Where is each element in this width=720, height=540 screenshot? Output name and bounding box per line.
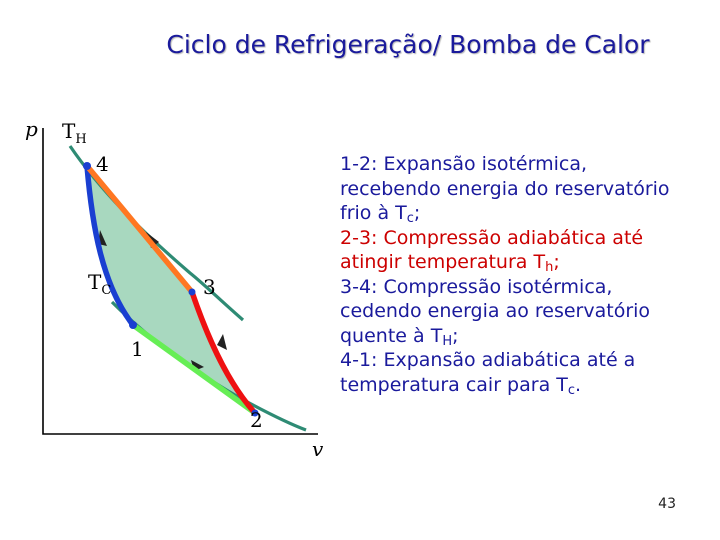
process-path-3-to-4 [84,163,195,295]
process-step-4-1: 4-1: Expansão adiabática até a temperatu… [340,349,636,398]
state-label-2: 2 [250,408,263,432]
state-label-3: 3 [203,275,216,299]
cold-isotherm-label: TC [88,270,111,298]
state-point-4 [83,162,91,170]
process-path-2-to-3 [189,289,258,416]
process-description: 1-2: Expansão isotérmica, recebendo ener… [340,152,712,397]
arrow-4-to-3 [146,232,159,248]
page-number: 43 [658,496,676,512]
hot-isotherm-label: TH [62,119,87,147]
state-point-1 [129,321,137,329]
state-label-1: 1 [131,337,144,361]
process-step-1-2: 1-2: Expansão isotérmica, recebendo ener… [340,153,670,226]
arrow-2-to-3 [217,334,227,350]
y-axis-label: p [25,117,38,141]
slide-title: Ciclo de Refrigeração/ Bomba de Calor [166,30,650,59]
process-step-3-4: 3-4: Compressão isotérmica, cedendo ener… [340,275,651,349]
process-path-1-to-2 [130,322,258,416]
state-point-3 [188,288,196,296]
process-path-4-to-1 [84,163,136,328]
state-point-2 [251,409,259,417]
process-step-2-3: 2-3: Compressão adiabática até atingir t… [340,226,644,275]
x-axis-label: v [312,437,324,461]
pv-axes [42,128,318,435]
state-label-4: 4 [96,152,109,176]
